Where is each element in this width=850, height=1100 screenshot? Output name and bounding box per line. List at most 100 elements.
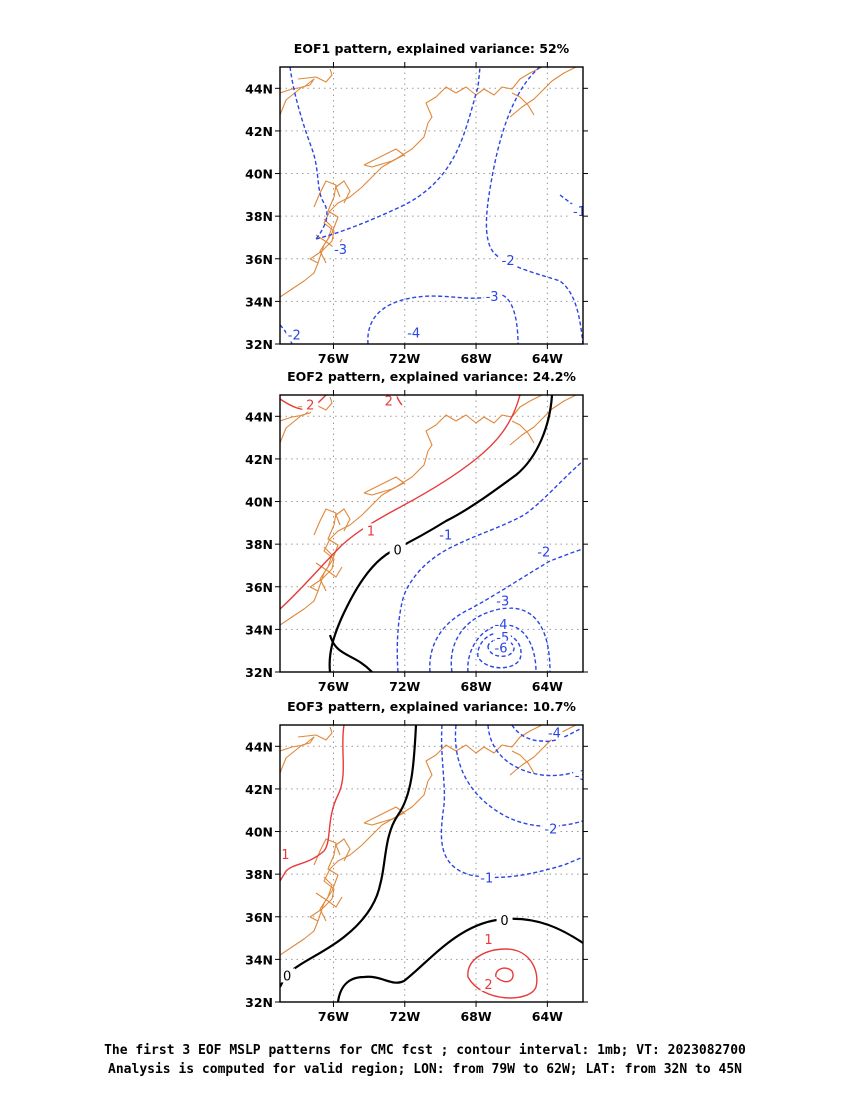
- contour-label: 2: [306, 399, 314, 414]
- y-tick-label: 42N: [245, 782, 273, 797]
- coastlines: [280, 725, 577, 956]
- coastline: [363, 806, 405, 826]
- panel-plot-area: 2 210-1-2-3-4-5-6: [280, 394, 583, 672]
- contour-label-bg: [280, 846, 294, 861]
- contour-positive: [395, 395, 403, 406]
- contour-label-bg: [480, 976, 497, 991]
- panel-frame: [279, 724, 584, 1003]
- panel-title: EOF2 pattern, explained variance: 24.2%: [287, 369, 576, 384]
- coastline: [511, 750, 535, 774]
- y-tick-label: 34N: [245, 294, 273, 309]
- contour-label-bg: [493, 640, 510, 655]
- x-tick-label: 64W: [532, 351, 563, 366]
- contour-label: 0: [283, 969, 291, 984]
- contour-label: -2: [537, 546, 550, 561]
- coastline: [335, 180, 351, 204]
- contour-label-bg: [493, 617, 510, 632]
- y-tick-label: 42N: [245, 124, 273, 139]
- contour-label: 1: [484, 933, 492, 948]
- contour-negative: [485, 67, 583, 344]
- coastline: [280, 725, 543, 956]
- coastline: [509, 725, 577, 776]
- contour-label: 0: [500, 914, 508, 929]
- y-tick-label: 32N: [245, 995, 273, 1010]
- y-tick-label: 44N: [245, 409, 273, 424]
- contour-zero: [328, 395, 554, 672]
- coastline: [280, 67, 543, 298]
- coastline: [511, 420, 535, 444]
- coastline: [297, 68, 333, 83]
- contour-negative: [511, 725, 581, 743]
- contour-label: 0: [393, 544, 401, 559]
- coastline: [315, 892, 343, 908]
- contour-label: -2: [502, 254, 515, 269]
- panel-title: EOF3 pattern, explained variance: 10.7%: [287, 699, 576, 714]
- contour-positive: [495, 967, 514, 983]
- y-tick-label: 40N: [245, 495, 273, 510]
- contour-label-bg: [437, 527, 454, 542]
- coastline: [511, 92, 535, 116]
- x-tick-label: 76W: [318, 351, 349, 366]
- contour-label-bg: [500, 252, 517, 267]
- coastline: [315, 562, 343, 578]
- contour-label-bg: [480, 932, 497, 947]
- coastline: [313, 838, 339, 922]
- contour-label-bg: [332, 242, 349, 257]
- contour-negative: [429, 548, 583, 672]
- x-tick-label: 68W: [460, 351, 491, 366]
- contour-negative: [477, 632, 522, 669]
- coastline: [509, 395, 577, 446]
- panel-frame: [279, 66, 584, 345]
- contour-label-bg: [362, 523, 379, 538]
- contour-negative: [367, 293, 519, 344]
- contour-negative: [440, 725, 583, 879]
- contour-label-bg: [571, 203, 583, 218]
- caption-line-2: Analysis is computed for valid region; L…: [108, 1062, 742, 1077]
- y-tick-label: 40N: [245, 167, 273, 182]
- coastline: [509, 67, 577, 118]
- contour-positive: [280, 395, 521, 610]
- coastline: [319, 218, 333, 264]
- contour-negative: [280, 324, 293, 344]
- eof-panel-1: EOF1 pattern, explained variance: 52% -3 -…: [245, 41, 588, 366]
- contour-label: -4: [495, 618, 508, 633]
- coastline: [297, 726, 333, 741]
- contour-label-bg: [478, 870, 495, 885]
- eof-panel-2: EOF2 pattern, explained variance: 24.2% 2…: [245, 369, 588, 694]
- contour-negative: [450, 607, 551, 672]
- contours: [280, 725, 583, 1002]
- contour-label: -4: [407, 326, 420, 341]
- contour-zero: [328, 634, 373, 672]
- contour-label-bg: [573, 768, 583, 783]
- y-tick-label: 36N: [245, 580, 273, 595]
- contour-label: 2: [385, 394, 393, 409]
- contour-negative: [315, 67, 481, 240]
- panel-title: EOF1 pattern, explained variance: 52%: [294, 41, 570, 56]
- eof-panel-3: EOF3 pattern, explained variance: 10.7% -…: [245, 699, 588, 1024]
- contour-zero: [280, 725, 418, 988]
- contour-negative: [467, 624, 537, 672]
- x-tick-label: 72W: [389, 351, 420, 366]
- contour-positive: [280, 725, 345, 882]
- contour-label: -4: [548, 727, 561, 742]
- contour-zero: [336, 917, 583, 1002]
- x-tick-label: 64W: [532, 679, 563, 694]
- contour-negative: [454, 725, 583, 827]
- coastlines: [280, 67, 577, 298]
- x-tick-label: 68W: [460, 1009, 491, 1024]
- contour-label: -3: [334, 243, 347, 258]
- contour-label: -3: [575, 769, 588, 784]
- y-tick-label: 32N: [245, 337, 273, 352]
- coastline: [280, 395, 543, 626]
- contour-label: 1: [281, 848, 289, 863]
- y-tick-label: 40N: [245, 825, 273, 840]
- contour-label-bg: [286, 327, 303, 342]
- coastline: [280, 78, 315, 116]
- coastline: [313, 508, 339, 592]
- contour-label-bg: [535, 544, 552, 559]
- panel-frame: [279, 394, 584, 673]
- contour-label: 1: [367, 524, 375, 539]
- x-tick-label: 72W: [389, 1009, 420, 1024]
- contours: [280, 67, 583, 344]
